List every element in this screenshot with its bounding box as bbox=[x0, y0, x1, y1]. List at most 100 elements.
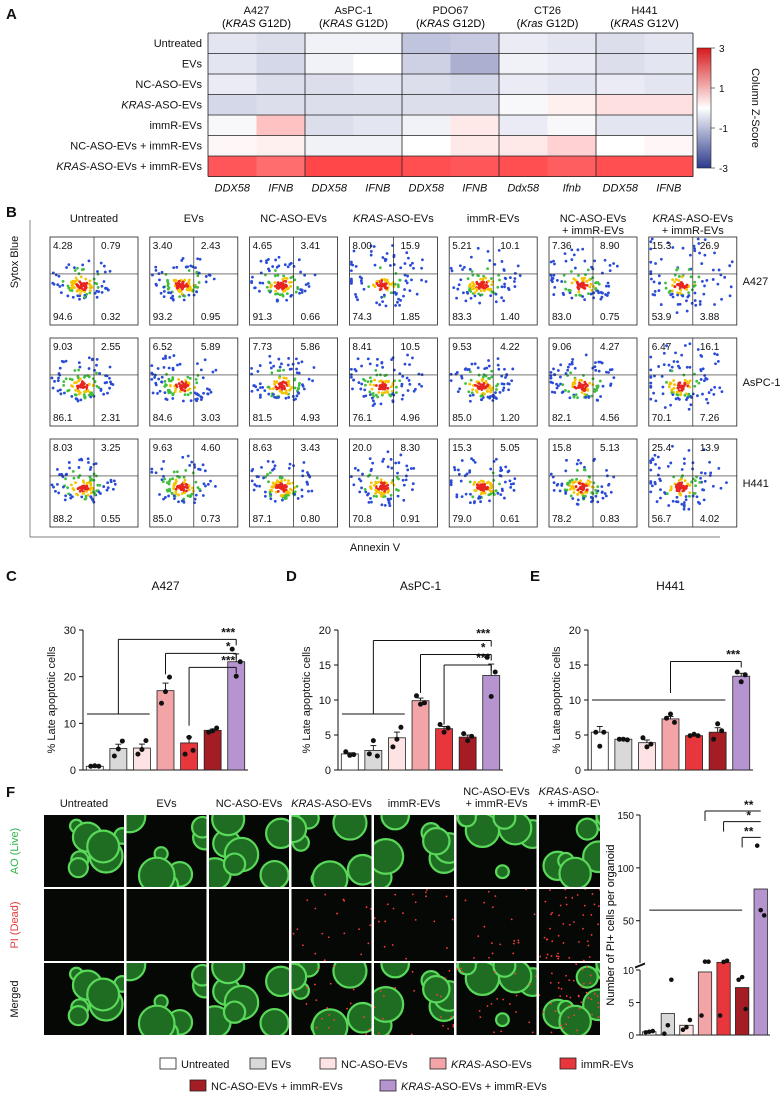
flow-dot bbox=[687, 407, 691, 411]
micrograph-content bbox=[209, 815, 289, 887]
flow-dot bbox=[277, 357, 281, 361]
quadrant-ur-value: 4.22 bbox=[500, 342, 520, 353]
flow-dot bbox=[552, 367, 555, 371]
flow-dot bbox=[720, 390, 724, 394]
flow-dot bbox=[513, 277, 517, 280]
flow-dot bbox=[697, 381, 701, 385]
flow-dot bbox=[187, 282, 191, 286]
flow-dot bbox=[406, 468, 410, 472]
flow-dot bbox=[360, 364, 363, 368]
pi-dot bbox=[450, 1016, 453, 1019]
mut-post: G12D) bbox=[543, 18, 578, 30]
pi-dot bbox=[326, 1007, 329, 1009]
flow-dot bbox=[690, 288, 694, 292]
flow-dot bbox=[174, 487, 178, 491]
flow-dot bbox=[678, 302, 682, 306]
micrograph-content bbox=[542, 815, 600, 887]
organoid bbox=[346, 1001, 372, 1034]
flow-dot bbox=[678, 291, 682, 295]
flow-dot bbox=[589, 480, 592, 484]
flow-dot bbox=[185, 489, 188, 493]
flow-dot bbox=[506, 382, 510, 386]
flow-dot bbox=[299, 270, 303, 274]
flow-dot bbox=[691, 392, 695, 396]
pi-dot bbox=[316, 968, 319, 971]
flow-dot bbox=[154, 381, 158, 385]
flow-dot bbox=[685, 287, 688, 291]
flow-dot bbox=[568, 289, 572, 292]
flow-dot bbox=[702, 292, 706, 296]
flow-dot bbox=[90, 478, 94, 482]
organoid bbox=[332, 815, 368, 841]
flow-dot bbox=[53, 379, 56, 383]
heatmap-cell bbox=[208, 53, 257, 75]
pi-dot bbox=[549, 889, 551, 892]
flow-dot bbox=[79, 275, 83, 279]
flow-dot bbox=[184, 284, 188, 288]
mut-gene: KRAS bbox=[420, 18, 451, 30]
pi-dot bbox=[546, 953, 549, 956]
pi-dot bbox=[557, 981, 560, 984]
heatmap-mutation: (KRAS G12D) bbox=[416, 18, 485, 30]
italic-gene: KRAS bbox=[401, 1081, 432, 1093]
flow-dot bbox=[289, 276, 293, 280]
flow-dot bbox=[368, 390, 372, 394]
flow-dot bbox=[466, 368, 469, 372]
flow-dot bbox=[58, 473, 62, 476]
pi-dot bbox=[562, 942, 565, 944]
flow-dot bbox=[649, 375, 653, 379]
flow-dot bbox=[502, 268, 506, 271]
flow-dot bbox=[609, 382, 613, 386]
flow-dot bbox=[89, 481, 93, 485]
flow-dot bbox=[471, 281, 475, 284]
flow-dot bbox=[498, 278, 501, 282]
mut-pre: ( bbox=[222, 18, 226, 30]
flow-dot bbox=[400, 384, 404, 388]
flow-dot bbox=[573, 480, 577, 484]
flow-dot bbox=[108, 269, 112, 273]
flow-dot bbox=[56, 389, 60, 393]
flow-dot bbox=[473, 480, 477, 484]
flow-condition-label: EVs bbox=[184, 213, 205, 225]
heatmap-cell bbox=[450, 53, 500, 75]
flow-dot bbox=[696, 348, 700, 351]
pi-dot bbox=[414, 901, 417, 904]
pi-dot bbox=[452, 1023, 454, 1026]
flow-dot bbox=[500, 260, 504, 263]
organoid bbox=[137, 856, 176, 887]
flow-dot bbox=[108, 376, 111, 380]
organoid bbox=[595, 815, 600, 826]
flow-dot bbox=[174, 282, 178, 286]
flow-dot bbox=[405, 464, 409, 468]
flow-dot bbox=[463, 367, 467, 371]
flow-dot bbox=[693, 299, 697, 302]
sig-stars: *** bbox=[726, 648, 740, 662]
flow-dot bbox=[176, 363, 179, 367]
flow-dot bbox=[649, 397, 653, 401]
flow-dot bbox=[250, 366, 254, 370]
flow-dot bbox=[369, 497, 372, 500]
flow-dot bbox=[494, 489, 498, 493]
flow-dot bbox=[276, 479, 279, 483]
flow-dot bbox=[570, 258, 574, 262]
flow-dot bbox=[182, 475, 186, 479]
flow-dot bbox=[162, 289, 166, 293]
flow-dot bbox=[204, 280, 208, 284]
flow-dot bbox=[591, 276, 595, 280]
flow-dot bbox=[270, 489, 274, 493]
flow-dot bbox=[502, 382, 506, 386]
flow-dot bbox=[186, 375, 190, 379]
data-point bbox=[96, 763, 102, 769]
flow-dot bbox=[406, 274, 409, 278]
flow-dot bbox=[388, 282, 392, 286]
quadrant-lr-value: 0.32 bbox=[101, 312, 121, 323]
flow-dot bbox=[460, 495, 464, 499]
flow-dot bbox=[287, 383, 291, 387]
data-point bbox=[115, 746, 121, 752]
flow-dot bbox=[270, 284, 273, 288]
micro-condition-label: + immR-EVs bbox=[548, 798, 600, 810]
flow-dot bbox=[70, 495, 74, 499]
flow-dot bbox=[283, 289, 287, 293]
data-point bbox=[233, 673, 239, 679]
flow-dot bbox=[172, 470, 176, 474]
